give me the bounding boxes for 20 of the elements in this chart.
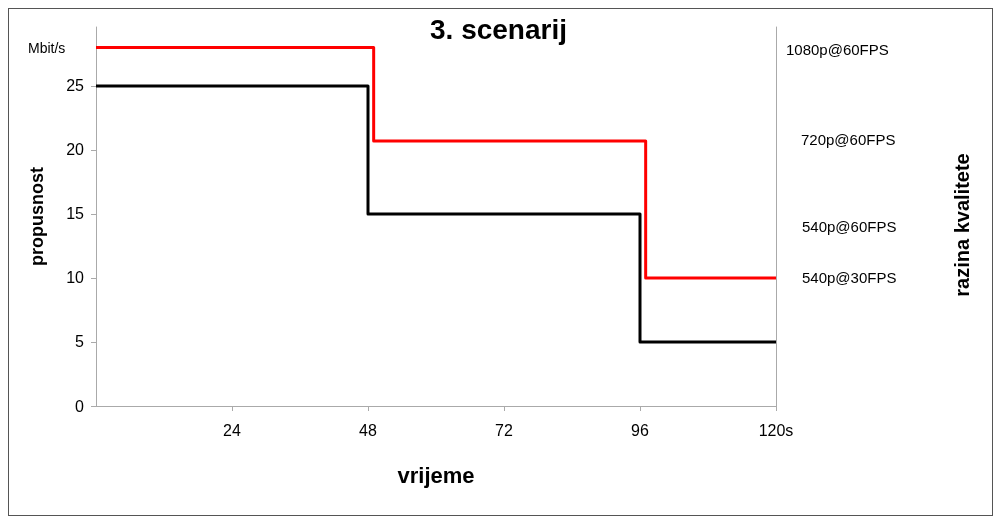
y-tick-label: 5 — [75, 333, 85, 351]
text: razina kvalitete — [951, 153, 973, 297]
text: 540p@30FPS — [802, 268, 897, 286]
y-tick-label: 0 — [75, 397, 85, 415]
y-tick-label: 20 — [66, 141, 85, 159]
x-tick-label: 120s — [758, 421, 794, 439]
y-axis-title: propusnost — [27, 167, 47, 266]
y-tick-label: 25 — [66, 77, 85, 95]
x-tick-label: 72 — [495, 421, 513, 439]
x-tick-label: 24 — [223, 421, 241, 439]
x-axis-title: vrijeme — [397, 462, 475, 488]
text: 1080p@60FPS — [786, 40, 889, 58]
text: 720p@60FPS — [801, 130, 896, 148]
y-tick-label: 15 — [66, 205, 85, 223]
x-tick-label: 48 — [359, 421, 377, 439]
x-tick-label: 96 — [631, 421, 649, 439]
text: 540p@60FPS — [802, 217, 897, 235]
chart-title: 3. scenarij — [430, 13, 567, 45]
y-tick-label: 10 — [66, 269, 85, 287]
text: Mbit/s — [28, 40, 66, 56]
